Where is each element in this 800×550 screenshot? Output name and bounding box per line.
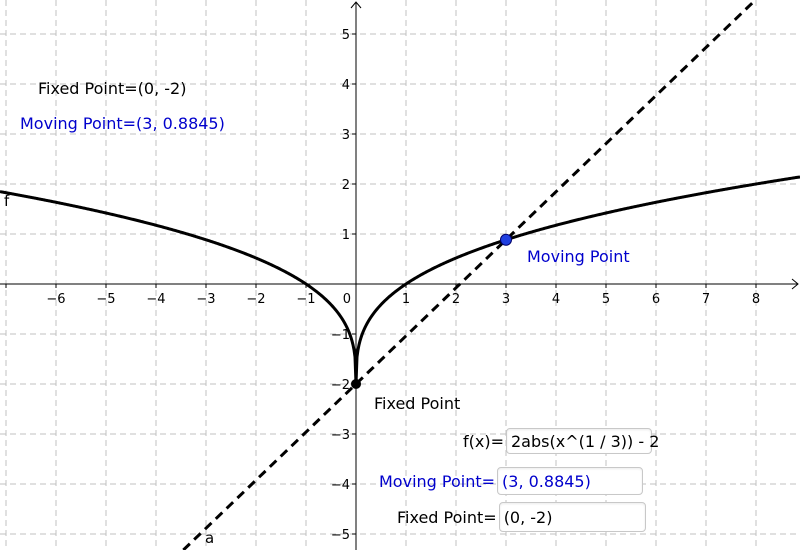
x-tick-label: −2 xyxy=(246,292,265,307)
y-tick-labels: 5 4 3 2 1 −1 −2 −3 −4 −5 xyxy=(331,28,350,543)
x-tick-label: 6 xyxy=(652,292,660,307)
line-a-label: a xyxy=(205,529,214,547)
x-axis-arrow xyxy=(791,278,799,290)
y-tick-label: 3 xyxy=(342,128,350,143)
fixed-point-input-row: Fixed Point= (0, -2) xyxy=(397,502,646,532)
moving-point-input-label: Moving Point= xyxy=(379,471,496,491)
fixed-point-input-field[interactable]: (0, -2) xyxy=(498,502,646,532)
y-tick-label: −3 xyxy=(331,428,350,443)
function-f-label: f xyxy=(4,192,10,210)
fixed-point-input-label: Fixed Point= xyxy=(397,507,497,527)
y-tick-label: −2 xyxy=(331,378,350,393)
x-tick-label: −1 xyxy=(296,292,315,307)
x-tick-label: −3 xyxy=(196,292,215,307)
x-tick-label: 7 xyxy=(702,292,710,307)
x-tick-label: 2 xyxy=(452,292,460,307)
function-input-label: f(x)= xyxy=(463,431,504,451)
moving-point-input-field[interactable]: (3, 0.8845) xyxy=(497,467,644,495)
y-tick-label: 4 xyxy=(342,78,350,93)
x-tick-labels: −6 −5 −4 −3 −2 −1 0 1 2 3 4 5 6 7 8 xyxy=(46,292,760,307)
x-tick-label: −4 xyxy=(146,292,165,307)
x-tick-label: 3 xyxy=(502,292,510,307)
moving-point-info-text: Moving Point=(3, 0.8845) xyxy=(20,114,225,133)
x-tick-label: 8 xyxy=(752,292,760,307)
y-tick-label: 2 xyxy=(342,178,350,193)
line-a[interactable] xyxy=(182,0,757,550)
x-tick-label: 0 xyxy=(343,292,351,307)
fixed-point-info-text: Fixed Point=(0, -2) xyxy=(38,79,187,98)
x-tick-label: 4 xyxy=(552,292,560,307)
fixed-point[interactable] xyxy=(351,379,361,389)
function-input-row: f(x)= 2abs(x^(1 / 3)) - 2 xyxy=(463,428,659,454)
fixed-point-label: Fixed Point xyxy=(374,394,461,413)
moving-point-label: Moving Point xyxy=(527,247,630,266)
y-tick-label: −1 xyxy=(331,328,350,343)
x-tick-label: 1 xyxy=(402,292,410,307)
x-tick-label: −5 xyxy=(96,292,115,307)
y-tick-label: 1 xyxy=(342,228,350,243)
function-input-field[interactable]: 2abs(x^(1 / 3)) - 2 xyxy=(506,428,659,454)
function-f-curve[interactable] xyxy=(0,175,800,385)
y-axis-arrow xyxy=(350,1,362,9)
y-tick-label: −5 xyxy=(331,528,350,543)
y-tick-label: −4 xyxy=(331,478,350,493)
x-tick-label: −6 xyxy=(46,292,65,307)
moving-point-input-row: Moving Point= (3, 0.8845) xyxy=(379,467,644,495)
moving-point[interactable] xyxy=(500,233,512,246)
x-tick-label: 5 xyxy=(602,292,610,307)
y-tick-label: 5 xyxy=(342,28,350,43)
